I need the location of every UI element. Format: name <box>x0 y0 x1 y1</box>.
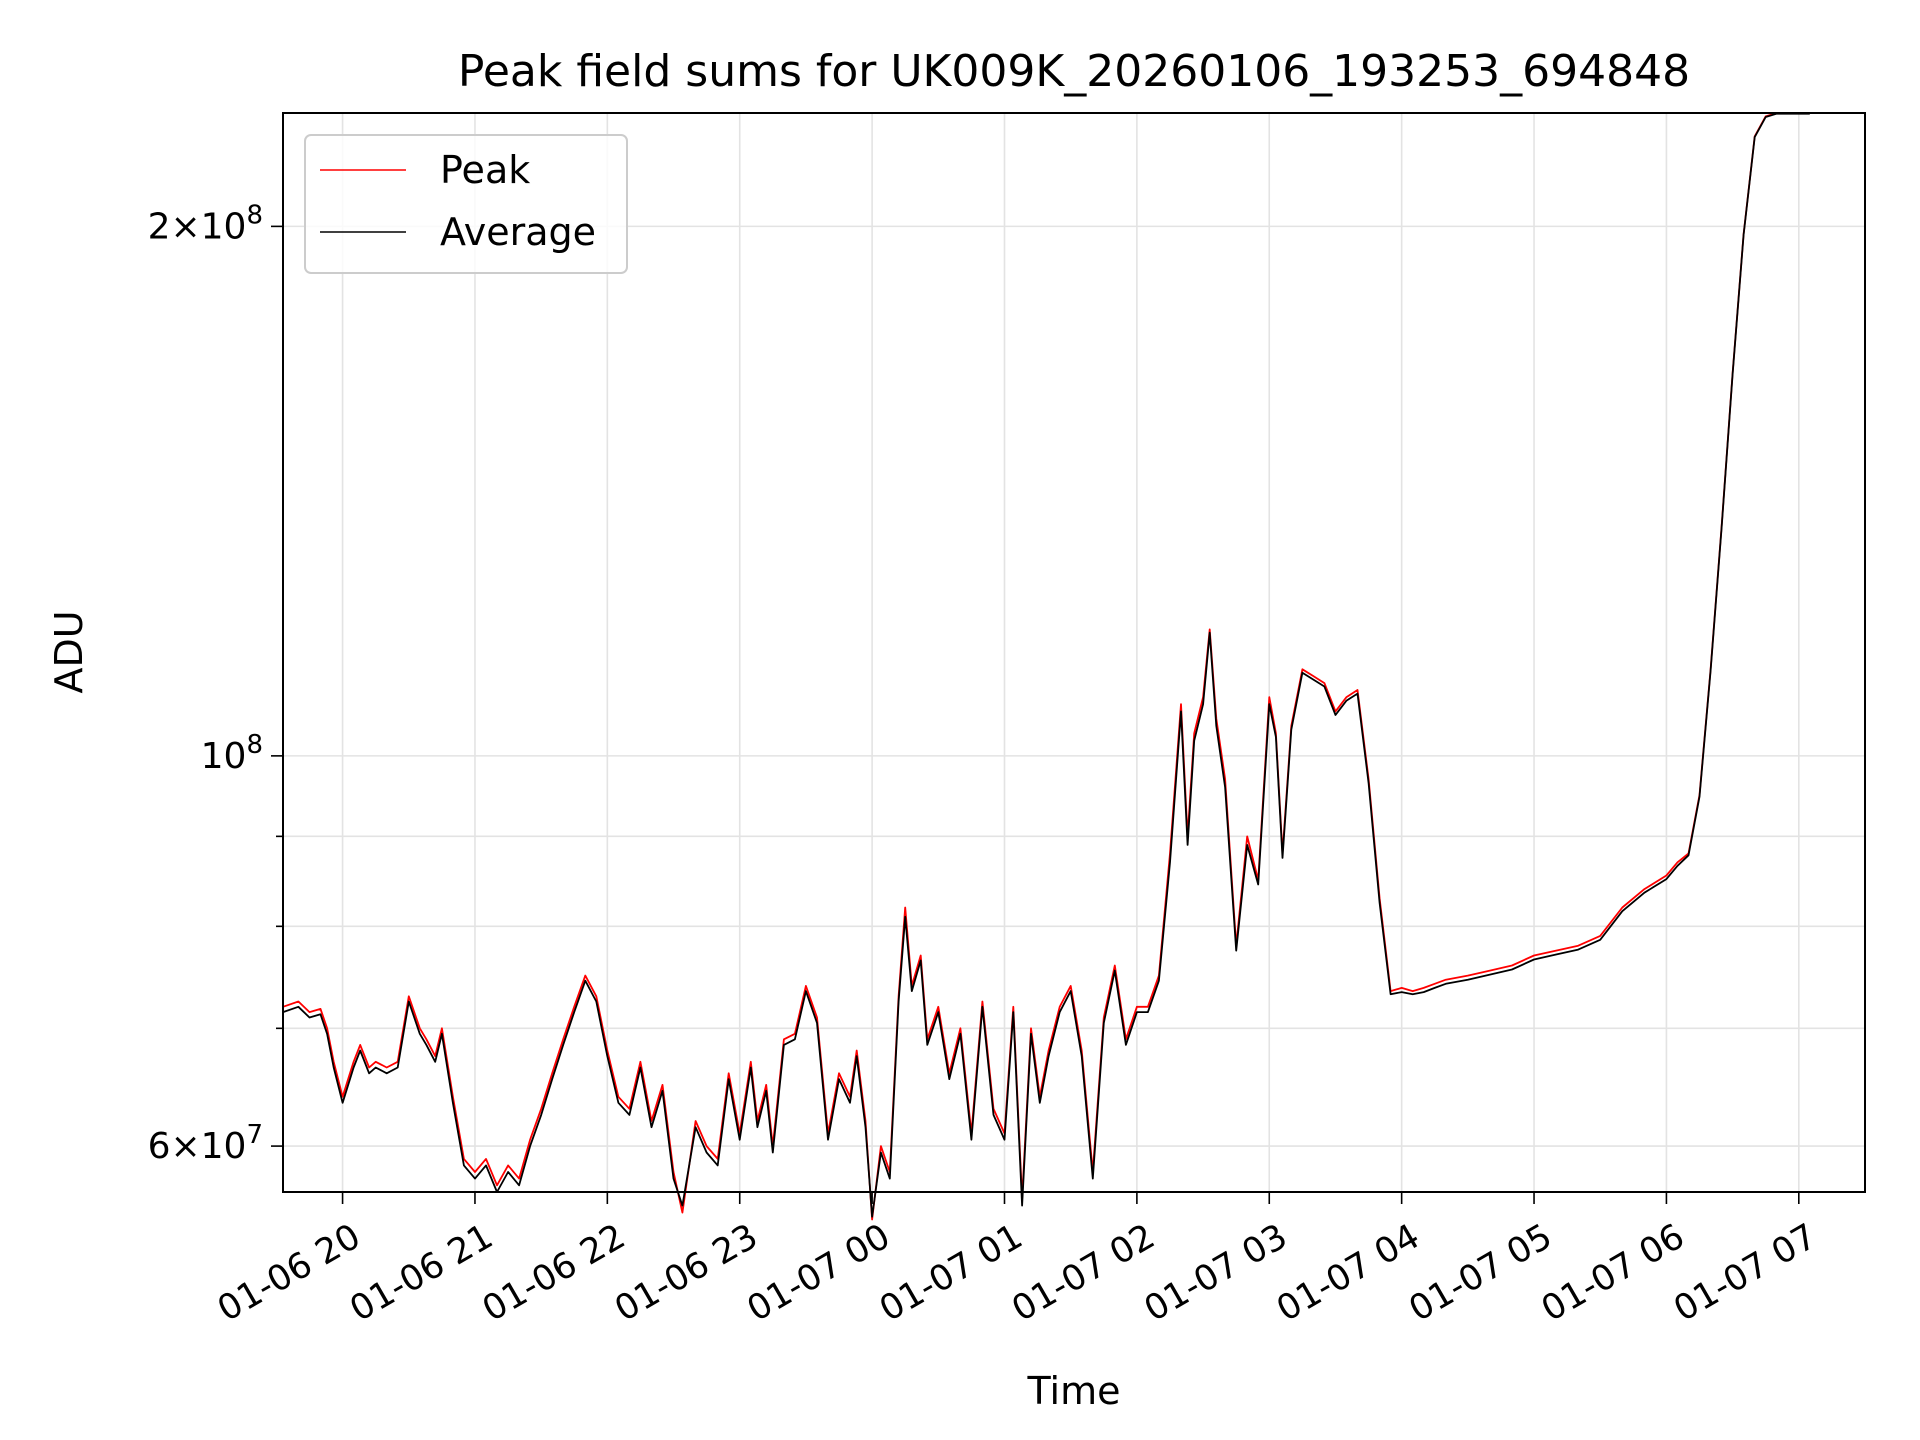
x-tick-label: 01-06 20 <box>211 1217 367 1330</box>
x-tick-label: 01-07 04 <box>1270 1217 1426 1330</box>
x-tick-label: 01-07 05 <box>1403 1217 1559 1330</box>
legend-label-average: Average <box>440 210 596 254</box>
x-tick-label: 01-07 01 <box>873 1217 1029 1330</box>
plot-lines <box>282 112 1810 1221</box>
y-axis-label: ADU <box>47 610 91 693</box>
legend-label-peak: Peak <box>440 148 530 192</box>
x-tick-label: 01-06 23 <box>608 1217 764 1330</box>
x-tick-label: 01-07 02 <box>1005 1217 1161 1330</box>
y-axis-ticks: 6×107 108 2×108 <box>148 200 283 1167</box>
x-tick-label: 01-07 07 <box>1667 1217 1823 1330</box>
y-tick-label: 2×108 <box>148 200 263 247</box>
y-tick-exponent: 7 <box>246 1120 263 1150</box>
grid <box>283 113 1865 1192</box>
y-tick-exponent: 8 <box>246 730 263 760</box>
chart-title: Peak field sums for UK009K_20260106_1932… <box>458 46 1690 97</box>
plot-frame <box>282 112 1866 1193</box>
x-tick-label: 01-07 03 <box>1138 1217 1294 1330</box>
x-tick-label: 01-07 00 <box>741 1217 897 1330</box>
x-tick-label: 01-06 21 <box>344 1217 500 1330</box>
legend: Peak Average <box>304 134 628 274</box>
x-tick-label: 01-06 22 <box>476 1217 632 1330</box>
y-tick-label: 108 <box>201 730 263 777</box>
x-axis-label: Time <box>1027 1369 1121 1413</box>
series-line-peak <box>282 112 1810 1221</box>
series-line-average <box>282 112 1810 1218</box>
x-tick-label: 01-07 06 <box>1535 1217 1691 1330</box>
y-tick-label: 6×107 <box>148 1120 263 1167</box>
y-tick-exponent: 8 <box>246 200 263 230</box>
